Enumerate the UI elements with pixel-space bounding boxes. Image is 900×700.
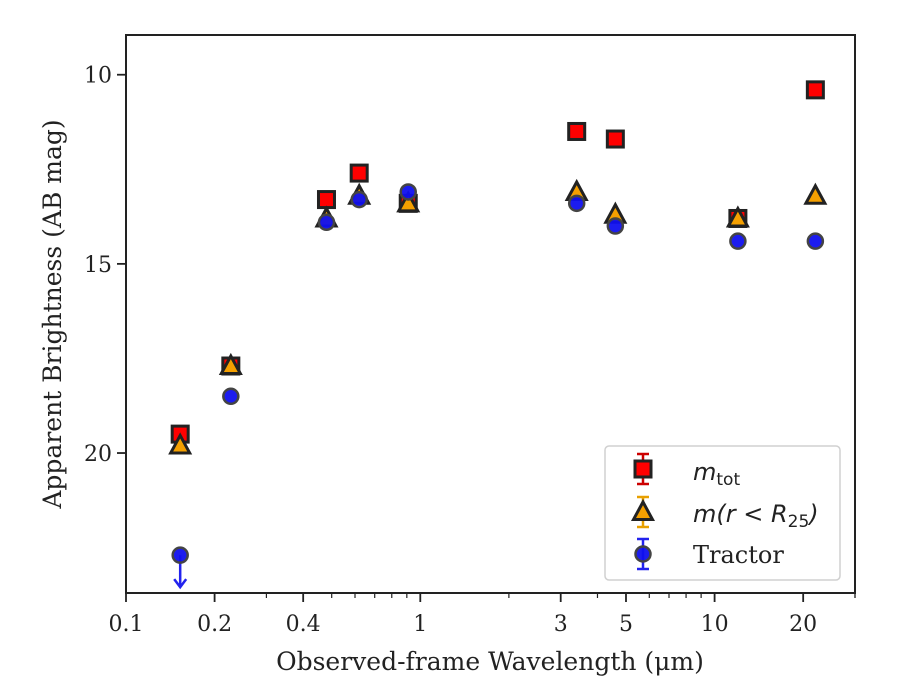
y-tick-label: 10 [84, 64, 112, 89]
legend-marker [634, 545, 652, 563]
data-point [567, 194, 586, 213]
legend-marker [633, 459, 653, 479]
data-point [218, 352, 243, 376]
data-point [399, 183, 417, 201]
x-tick-label: 0.2 [197, 612, 232, 637]
data-point [168, 432, 193, 455]
plot-frame [125, 34, 856, 594]
data-point [171, 546, 189, 564]
data-points [168, 80, 828, 590]
data-point [729, 232, 747, 250]
x-tick-label: 10 [701, 612, 729, 637]
data-point [806, 232, 825, 250]
y-axis-ticks: 10 15 20 [84, 64, 126, 467]
x-tick-label: 20 [789, 612, 817, 637]
series-m-tot [170, 80, 825, 444]
legend-entry-tractor: Tractor [693, 541, 784, 569]
x-tick-label: 3 [554, 612, 568, 637]
data-point [605, 129, 625, 149]
data-point [803, 182, 828, 205]
y-axis-label: Apparent Brightness (AB mag) [38, 119, 67, 509]
legend-entry-m-tot-sub: tot [716, 470, 740, 490]
legend-marker [630, 498, 656, 521]
legend-entry-m-tot: mtot [693, 458, 740, 490]
x-tick-label: 0.1 [109, 612, 144, 637]
data-point [606, 217, 625, 235]
data-point [350, 190, 368, 209]
x-tick-label: 0.4 [286, 612, 321, 637]
data-point [317, 213, 336, 232]
legend-entry-m-r25-sub: 25 [788, 512, 810, 532]
upper-limit-arrow-head [173, 578, 188, 590]
x-tick-label: 1 [413, 612, 427, 637]
legend: mtot m(r < R25) Tractor [604, 445, 841, 581]
data-point [396, 190, 421, 213]
x-tick-label: 5 [619, 612, 633, 637]
y-tick-label: 15 [84, 253, 112, 278]
legend-box [604, 445, 841, 581]
data-point [316, 190, 336, 210]
legend-entry-m-r25-main: m(r < R [693, 500, 788, 528]
legend-markers [630, 452, 656, 571]
x-axis-ticks: 0.1 0.2 0.4 1 3 5 10 20 [109, 593, 856, 637]
series-m-r25 [168, 178, 828, 455]
y-tick-label: 20 [84, 442, 112, 467]
data-point [222, 387, 240, 406]
data-point [805, 80, 825, 100]
data-point [567, 121, 587, 141]
data-point [349, 163, 369, 183]
legend-entry-m-tot-main: m [693, 458, 716, 486]
legend-entry-m-r25-tail: ) [807, 500, 818, 528]
data-point [725, 205, 750, 228]
x-axis-label: Observed-frame Wavelength (μm) [276, 647, 704, 676]
series-tractor [171, 183, 825, 590]
legend-entry-m-r25: m(r < R25) [693, 500, 819, 532]
